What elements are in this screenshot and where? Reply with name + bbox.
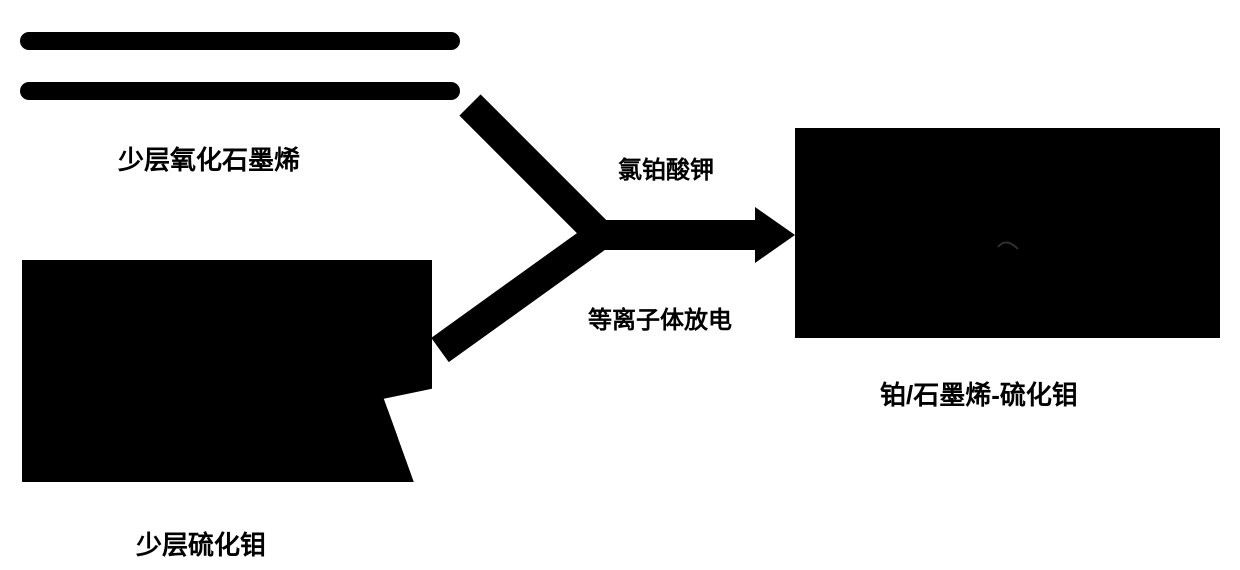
graphene-layer-1	[20, 32, 460, 50]
arrow-top-label: 氯铂酸钾	[618, 150, 714, 185]
output-block	[795, 128, 1220, 338]
arrow-branch-top	[470, 105, 600, 235]
arrow-bottom-label: 等离子体放电	[588, 300, 732, 335]
arrow-branch-bottom	[440, 235, 600, 350]
graphene-input	[20, 32, 460, 100]
graphene-label: 少层氧化石墨烯	[118, 140, 300, 177]
arrow-head	[755, 207, 795, 263]
mos2-label: 少层硫化钼	[136, 525, 266, 562]
output-label: 铂/石墨烯-硫化钼	[880, 375, 1078, 412]
graphene-layer-2	[20, 82, 460, 100]
diagram-svg	[0, 0, 1240, 570]
output-rect	[795, 128, 1220, 338]
